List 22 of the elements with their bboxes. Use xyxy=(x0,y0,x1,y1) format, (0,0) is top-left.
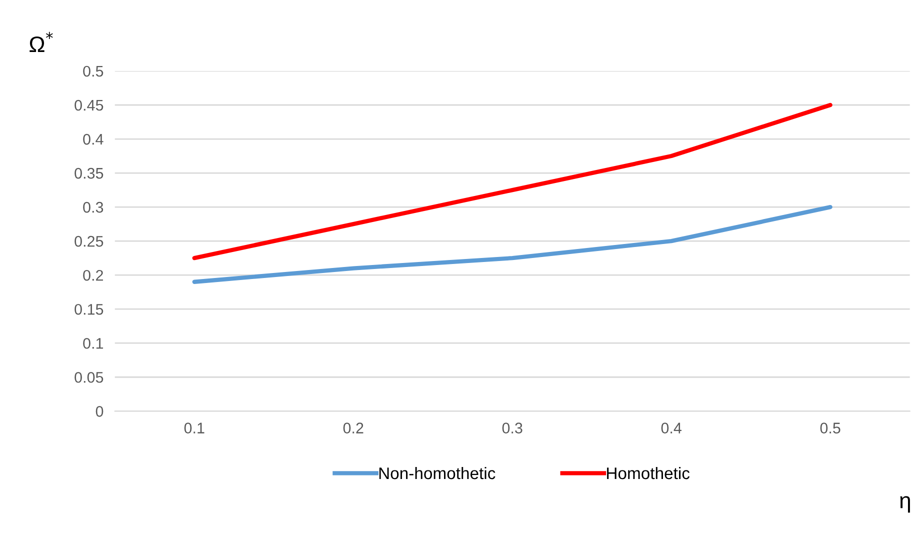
x-axis-title: η xyxy=(900,496,910,513)
y-tick-label: 0.25 xyxy=(74,236,104,247)
x-tick-label: 0.2 xyxy=(343,422,364,434)
x-tick-label: 0.3 xyxy=(502,422,522,434)
y-tick-label: 0 xyxy=(96,406,104,417)
y-tick-label: 0.45 xyxy=(74,100,104,111)
legend-label: Non-homothetic xyxy=(379,466,496,480)
y-tick-label: 0.5 xyxy=(83,66,104,77)
y-tick-label: 0.3 xyxy=(83,202,104,213)
x-tick-label: 0.5 xyxy=(820,422,840,434)
y-tick-label: 0.4 xyxy=(83,134,104,145)
line-series xyxy=(192,102,832,260)
y-tick-label: 0.35 xyxy=(74,168,104,179)
y-tick-label: 0.05 xyxy=(74,372,104,383)
x-tick-label: 0.4 xyxy=(661,422,682,434)
x-tick-label: 0.1 xyxy=(184,422,204,434)
legend-label: Homothetic xyxy=(607,466,690,480)
y-tick-label: 0.1 xyxy=(83,338,104,349)
line-series xyxy=(192,204,832,284)
y-tick-label: 0.15 xyxy=(74,304,104,315)
y-tick-label: 0.2 xyxy=(83,270,103,281)
y-axis-title: Ω$^{*}$ xyxy=(30,32,53,52)
